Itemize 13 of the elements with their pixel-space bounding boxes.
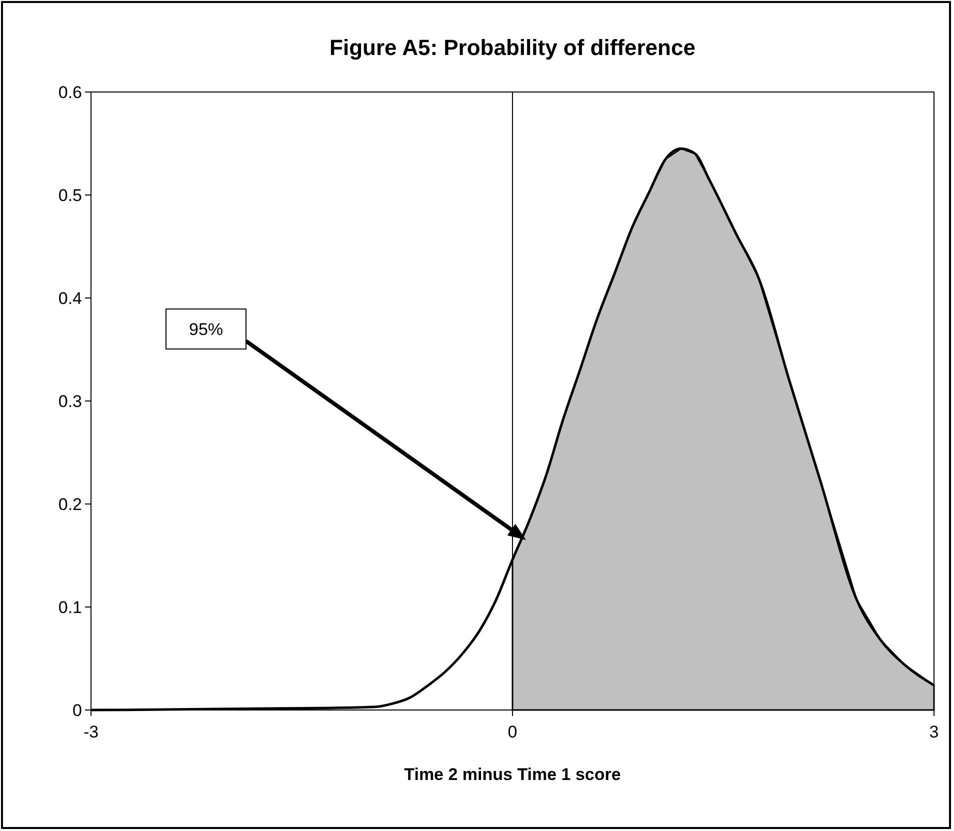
- y-tick-label: 0.5: [58, 186, 82, 205]
- x-tick-label: -3: [83, 722, 99, 742]
- y-tick-label: 0.4: [58, 288, 82, 308]
- y-tick-label: 0.3: [58, 392, 82, 411]
- chart-title: Figure A5: Probability of difference: [330, 35, 696, 60]
- x-tick-label: 3: [929, 722, 939, 742]
- y-tick-label: 0.6: [58, 82, 82, 102]
- x-axis-title: Time 2 minus Time 1 score: [404, 765, 621, 784]
- y-tick-label: 0.1: [58, 598, 82, 617]
- y-tick-label: 0.2: [58, 494, 82, 514]
- annotation: 95%: [188, 320, 224, 339]
- x-tick-label: 0: [508, 722, 518, 742]
- y-tick-label: 0: [72, 700, 82, 720]
